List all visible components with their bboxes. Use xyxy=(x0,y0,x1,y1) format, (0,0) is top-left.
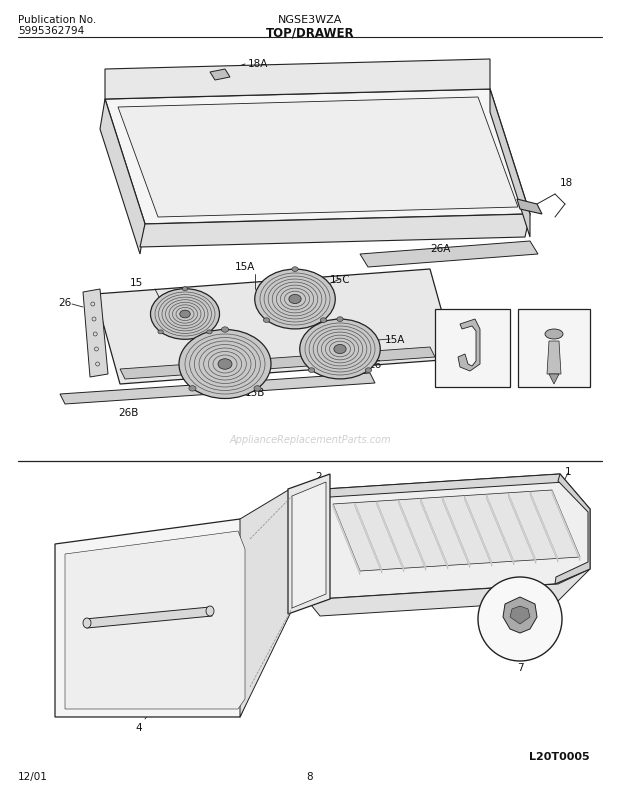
Polygon shape xyxy=(65,532,245,709)
Polygon shape xyxy=(60,374,375,404)
Text: 26A: 26A xyxy=(430,244,450,253)
Polygon shape xyxy=(458,320,480,371)
Text: 16: 16 xyxy=(352,127,365,137)
Text: 15C: 15C xyxy=(330,274,351,285)
Polygon shape xyxy=(377,501,404,573)
Ellipse shape xyxy=(182,287,188,291)
Ellipse shape xyxy=(308,368,315,373)
Text: 26: 26 xyxy=(368,359,381,370)
Text: 8: 8 xyxy=(307,771,313,781)
Polygon shape xyxy=(290,475,590,599)
Text: 18: 18 xyxy=(560,178,574,188)
Polygon shape xyxy=(210,70,230,81)
Text: 26B: 26B xyxy=(118,407,138,418)
Text: 12/01: 12/01 xyxy=(18,771,48,781)
Ellipse shape xyxy=(255,269,335,330)
Polygon shape xyxy=(360,241,538,268)
Polygon shape xyxy=(118,98,518,217)
Ellipse shape xyxy=(264,318,270,323)
Polygon shape xyxy=(100,100,145,255)
Polygon shape xyxy=(464,496,492,567)
Text: NGSE3WZA: NGSE3WZA xyxy=(278,15,342,25)
Polygon shape xyxy=(325,475,565,497)
Ellipse shape xyxy=(221,327,229,333)
Ellipse shape xyxy=(179,330,271,399)
Text: 15A: 15A xyxy=(235,261,255,272)
Text: 26: 26 xyxy=(58,298,71,308)
Polygon shape xyxy=(333,504,360,575)
Ellipse shape xyxy=(321,318,327,323)
Polygon shape xyxy=(120,347,435,379)
Text: 15B: 15B xyxy=(245,387,265,398)
Polygon shape xyxy=(510,606,530,624)
Text: 5995362794: 5995362794 xyxy=(18,26,84,36)
Text: 4: 4 xyxy=(135,722,141,732)
Polygon shape xyxy=(355,503,382,573)
Ellipse shape xyxy=(189,387,196,391)
Polygon shape xyxy=(555,475,590,585)
Polygon shape xyxy=(55,520,250,717)
Ellipse shape xyxy=(206,330,212,334)
Polygon shape xyxy=(333,490,580,571)
Polygon shape xyxy=(95,269,455,384)
Polygon shape xyxy=(517,200,542,215)
Ellipse shape xyxy=(289,295,301,304)
Polygon shape xyxy=(105,90,530,225)
Polygon shape xyxy=(83,290,108,378)
Polygon shape xyxy=(292,482,326,608)
Text: ApplianceReplacementParts.com: ApplianceReplacementParts.com xyxy=(229,435,391,444)
Text: 15A: 15A xyxy=(385,334,405,345)
Polygon shape xyxy=(549,375,559,384)
Ellipse shape xyxy=(180,310,190,318)
Polygon shape xyxy=(420,499,448,569)
Text: L20T0005: L20T0005 xyxy=(529,751,590,761)
Ellipse shape xyxy=(337,318,343,322)
Text: Publication No.: Publication No. xyxy=(18,15,96,25)
Ellipse shape xyxy=(218,359,232,370)
Ellipse shape xyxy=(334,345,346,354)
Ellipse shape xyxy=(299,320,380,379)
Text: 2: 2 xyxy=(315,472,322,481)
Text: TOP/DRAWER: TOP/DRAWER xyxy=(266,26,354,39)
Polygon shape xyxy=(547,342,561,375)
Polygon shape xyxy=(290,565,590,616)
Text: 88: 88 xyxy=(547,318,560,327)
Polygon shape xyxy=(85,607,212,628)
Polygon shape xyxy=(288,475,330,614)
Polygon shape xyxy=(503,597,537,634)
Ellipse shape xyxy=(292,267,298,272)
Polygon shape xyxy=(443,497,470,568)
Ellipse shape xyxy=(151,290,219,340)
Ellipse shape xyxy=(254,387,261,391)
Polygon shape xyxy=(140,215,530,248)
Polygon shape xyxy=(490,90,530,237)
Ellipse shape xyxy=(206,606,214,616)
Ellipse shape xyxy=(365,368,371,373)
Bar xyxy=(518,310,590,387)
Text: 7: 7 xyxy=(516,662,523,672)
Text: 15: 15 xyxy=(130,277,143,288)
Ellipse shape xyxy=(83,618,91,628)
Text: 52: 52 xyxy=(455,318,469,327)
Text: 1: 1 xyxy=(565,467,572,476)
Polygon shape xyxy=(240,489,290,717)
Text: 18A: 18A xyxy=(248,59,268,69)
Polygon shape xyxy=(552,490,580,561)
Polygon shape xyxy=(530,492,558,562)
Circle shape xyxy=(478,577,562,661)
Ellipse shape xyxy=(158,330,163,334)
Polygon shape xyxy=(399,500,426,571)
Bar xyxy=(435,310,510,387)
Polygon shape xyxy=(486,495,514,565)
Ellipse shape xyxy=(545,330,563,339)
Polygon shape xyxy=(105,60,490,100)
Polygon shape xyxy=(508,493,536,564)
